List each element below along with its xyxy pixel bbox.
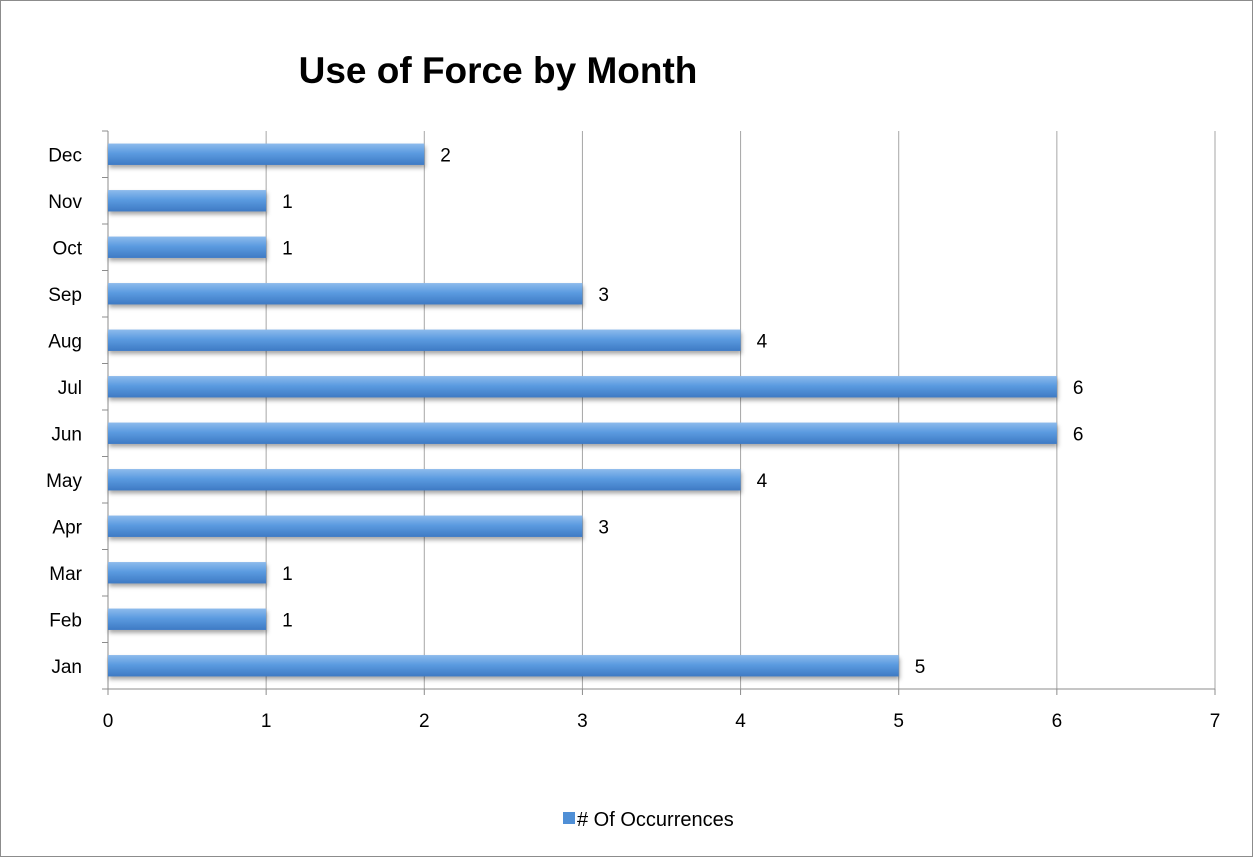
data-label-may: 4 bbox=[757, 471, 768, 492]
data-label-oct: 1 bbox=[282, 238, 293, 259]
y-tick-label: Jun bbox=[51, 424, 82, 445]
bar-aug bbox=[108, 329, 741, 351]
data-label-dec: 2 bbox=[440, 145, 451, 166]
axes: 0 1 2 3 4 5 6 7 Jan Feb Mar Apr May Jun Jul Aug Sep Oct No… bbox=[46, 130, 1221, 732]
y-tick-label: Mar bbox=[49, 564, 82, 585]
x-tick-label: 6 bbox=[1052, 711, 1063, 732]
data-label-jun: 6 bbox=[1073, 424, 1084, 445]
x-tick-label: 5 bbox=[893, 711, 904, 732]
y-tick-label: Aug bbox=[48, 331, 82, 352]
bar-nov bbox=[108, 190, 267, 212]
data-label-sep: 3 bbox=[598, 285, 609, 306]
chart-title: Use of Force by Month bbox=[299, 50, 698, 91]
bar-jun bbox=[108, 422, 1057, 444]
x-tick-label: 1 bbox=[261, 711, 272, 732]
data-labels: 5 1 1 3 4 6 6 4 3 1 1 2 bbox=[282, 145, 1083, 678]
x-tick-label: 7 bbox=[1210, 711, 1221, 732]
legend-label: # Of Occurrences bbox=[577, 809, 734, 831]
x-tick-label: 4 bbox=[735, 711, 746, 732]
gridlines bbox=[265, 131, 1216, 689]
bar-oct bbox=[108, 236, 267, 258]
y-tick-label: Nov bbox=[48, 192, 82, 213]
bar-mar bbox=[108, 562, 267, 584]
data-label-mar: 1 bbox=[282, 564, 293, 585]
data-label-feb: 1 bbox=[282, 610, 293, 631]
bar-feb bbox=[108, 608, 267, 630]
data-label-nov: 1 bbox=[282, 192, 293, 213]
bar-apr bbox=[108, 515, 583, 537]
bar-sep bbox=[108, 283, 583, 305]
legend: # Of Occurrences bbox=[563, 809, 734, 831]
y-tick-label: Jan bbox=[51, 657, 82, 678]
x-tick-label: 3 bbox=[577, 711, 588, 732]
x-tick-label: 0 bbox=[103, 711, 114, 732]
y-tick-label: Sep bbox=[48, 285, 82, 306]
data-label-jul: 6 bbox=[1073, 378, 1084, 399]
bar-jul bbox=[108, 376, 1057, 398]
bars bbox=[108, 143, 1057, 677]
y-tick-label: Oct bbox=[52, 238, 82, 259]
bar-jan bbox=[108, 655, 899, 677]
legend-swatch bbox=[563, 812, 575, 824]
data-label-jan: 5 bbox=[915, 657, 926, 678]
bar-may bbox=[108, 469, 741, 491]
y-tick-label: Apr bbox=[52, 517, 82, 538]
y-tick-label: Dec bbox=[48, 145, 82, 166]
bar-dec bbox=[108, 143, 425, 165]
y-tick-label: Feb bbox=[49, 610, 82, 631]
x-tick-label: 2 bbox=[419, 711, 430, 732]
y-tick-label: Jul bbox=[58, 378, 82, 399]
data-label-aug: 4 bbox=[757, 331, 768, 352]
data-label-apr: 3 bbox=[598, 517, 609, 538]
y-tick-label: May bbox=[46, 471, 82, 492]
